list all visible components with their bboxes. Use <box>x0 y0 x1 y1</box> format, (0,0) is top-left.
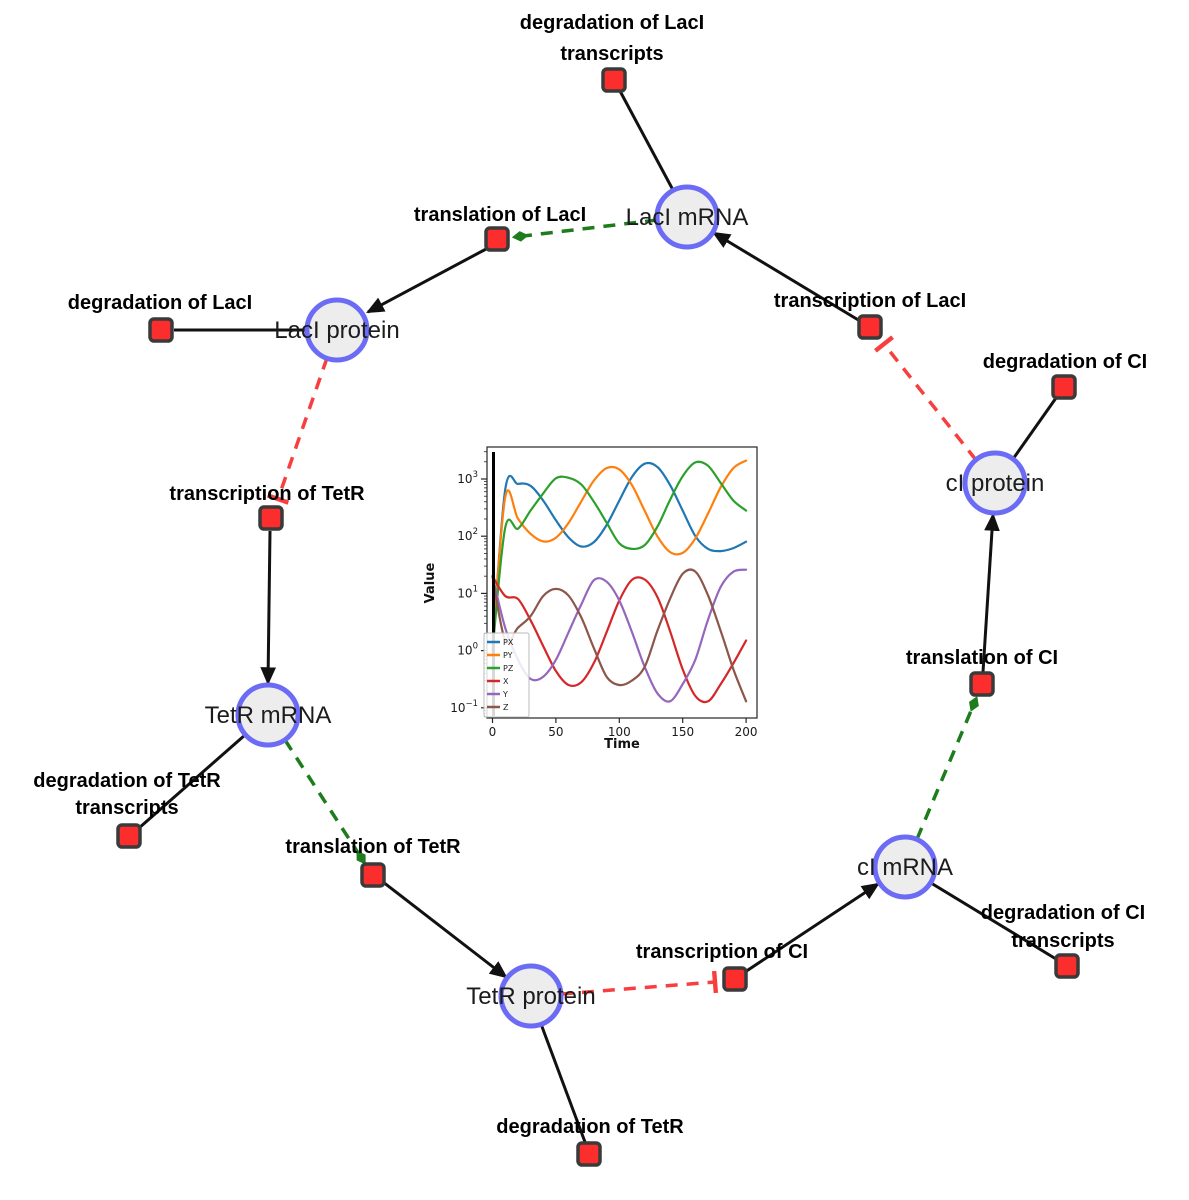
node-laci-mrna[interactable]: LacI mRNA <box>626 184 749 250</box>
reaction-label: transcription of LacI <box>774 290 966 312</box>
chart-series-Y <box>491 568 748 703</box>
edge-transllaci-laciprotein <box>366 246 489 314</box>
node-label-ci-mrna: cI mRNA <box>857 854 953 881</box>
y-tick-label: 100 <box>457 642 478 658</box>
node-label-tetr-mrna: TetR mRNA <box>205 702 332 729</box>
legend-label-PZ: PZ <box>503 664 514 673</box>
edge-translci-ciprotein <box>981 512 1000 673</box>
y-tick-label: 103 <box>457 470 478 486</box>
edge-tetrprotein-inhibits-transcrci <box>560 970 719 996</box>
reaction-label: degradation of CI <box>983 351 1147 373</box>
y-axis-title: Value <box>423 562 438 603</box>
node-tetr-protein[interactable]: TetR protein <box>466 963 596 1029</box>
reaction-transcription-tetr[interactable]: transcription of TetR <box>169 483 365 531</box>
node-label-ci-protein: cI protein <box>946 470 1045 497</box>
edge-cimrna-degtranscripts <box>930 881 1057 961</box>
legend-label-X: X <box>503 677 509 686</box>
reaction-label: degradation of TetR <box>33 770 221 792</box>
edge-tetrmrna-degtranscripts <box>138 733 246 830</box>
x-tick-label: 150 <box>671 725 694 739</box>
edge-transcrtetr-tetrmrna <box>260 530 277 686</box>
node-ci-mrna[interactable]: cI mRNA <box>857 834 953 900</box>
reaction-transcription-laci[interactable]: transcription of LacI <box>774 290 966 340</box>
x-tick-label: 50 <box>548 725 563 739</box>
reaction-layer: degradation of LacI transcripts translat… <box>33 12 1147 1167</box>
reaction-label: degradation of CI <box>981 902 1145 924</box>
reaction-label: transcripts <box>1011 930 1114 952</box>
node-laci-protein[interactable]: LacI protein <box>274 297 400 363</box>
edge-cimrna-translci <box>915 696 979 840</box>
node-ci-protein[interactable]: cI protein <box>946 450 1045 516</box>
legend-label-PX: PX <box>503 638 514 647</box>
reaction-label: degradation of LacI <box>68 292 252 314</box>
edge-transcrci-cimrna <box>744 882 880 974</box>
chart-frame <box>486 446 758 719</box>
edge-tetrprotein-degtetr <box>539 1023 587 1143</box>
y-tick-label: 101 <box>457 584 478 600</box>
reaction-label: degradation of LacI <box>520 12 704 34</box>
y-tick-label: 102 <box>457 527 478 543</box>
reaction-label: translation of TetR <box>285 836 461 858</box>
reaction-degradation-tetr-transcripts[interactable]: degradation of TetR transcripts <box>33 770 221 849</box>
reaction-translation-laci[interactable]: translation of LacI <box>414 204 586 252</box>
reaction-label: degradation of TetR <box>496 1116 684 1138</box>
edge-tetrmrna-transltetr <box>283 739 366 865</box>
chart-series-PX <box>491 461 748 652</box>
reaction-label: transcription of CI <box>636 941 808 963</box>
oscillation-chart: Time Value 10−1 100 101 102 103 0 50 100 150 200 P… <box>423 446 758 752</box>
reaction-degradation-ci-transcripts[interactable]: degradation of CI transcripts <box>981 902 1145 979</box>
chart-series-Z <box>491 568 748 703</box>
x-axis-title: Time <box>604 737 640 752</box>
edge-ciprotein-degci <box>1011 397 1058 460</box>
edge-lacimrna-degtranscripts <box>618 90 675 191</box>
reaction-degradation-tetr[interactable]: degradation of TetR <box>496 1116 684 1167</box>
node-label-laci-mrna: LacI mRNA <box>626 204 749 231</box>
reaction-degradation-laci-transcripts[interactable]: degradation of LacI transcripts <box>520 12 704 93</box>
x-tick-label: 0 <box>489 725 497 739</box>
legend-label-Y: Y <box>502 690 508 699</box>
reaction-degradation-ci[interactable]: degradation of CI <box>983 351 1147 400</box>
edge-transltetr-tetrprotein <box>382 880 508 979</box>
chart-series-PZ <box>491 460 748 652</box>
legend-label-PY: PY <box>503 651 513 660</box>
node-label-laci-protein: LacI protein <box>274 317 399 344</box>
reaction-label: translation of LacI <box>414 204 586 226</box>
legend-label-Z: Z <box>503 703 509 712</box>
chart-series-PY <box>491 459 748 652</box>
edge-lacimrna-transllaci <box>511 218 658 242</box>
x-tick-label: 200 <box>735 725 758 739</box>
x-tick-label: 100 <box>608 725 631 739</box>
node-tetr-mrna[interactable]: TetR mRNA <box>205 682 332 748</box>
edge-layer <box>138 90 1058 1143</box>
edge-laciprotein-inhibits-transcrtetr <box>266 357 329 505</box>
node-label-tetr-protein: TetR protein <box>466 983 595 1010</box>
reaction-label: transcription of TetR <box>169 483 365 505</box>
edge-ciprotein-inhibits-transcrlaci <box>874 335 978 462</box>
reaction-translation-ci[interactable]: translation of CI <box>906 647 1058 697</box>
reaction-translation-tetr[interactable]: translation of TetR <box>285 836 461 888</box>
reaction-label: transcripts <box>75 797 178 819</box>
reaction-label: transcripts <box>560 43 663 65</box>
reaction-label: translation of CI <box>906 647 1058 669</box>
y-tick-label: 10−1 <box>450 699 478 715</box>
reaction-transcription-ci[interactable]: transcription of CI <box>636 941 808 992</box>
edge-transcrlaci-lacimrna <box>712 231 861 323</box>
species-layer: LacI mRNA LacI protein cI protein TetR m… <box>205 184 1045 1029</box>
reaction-degradation-laci[interactable]: degradation of LacI <box>68 292 252 343</box>
